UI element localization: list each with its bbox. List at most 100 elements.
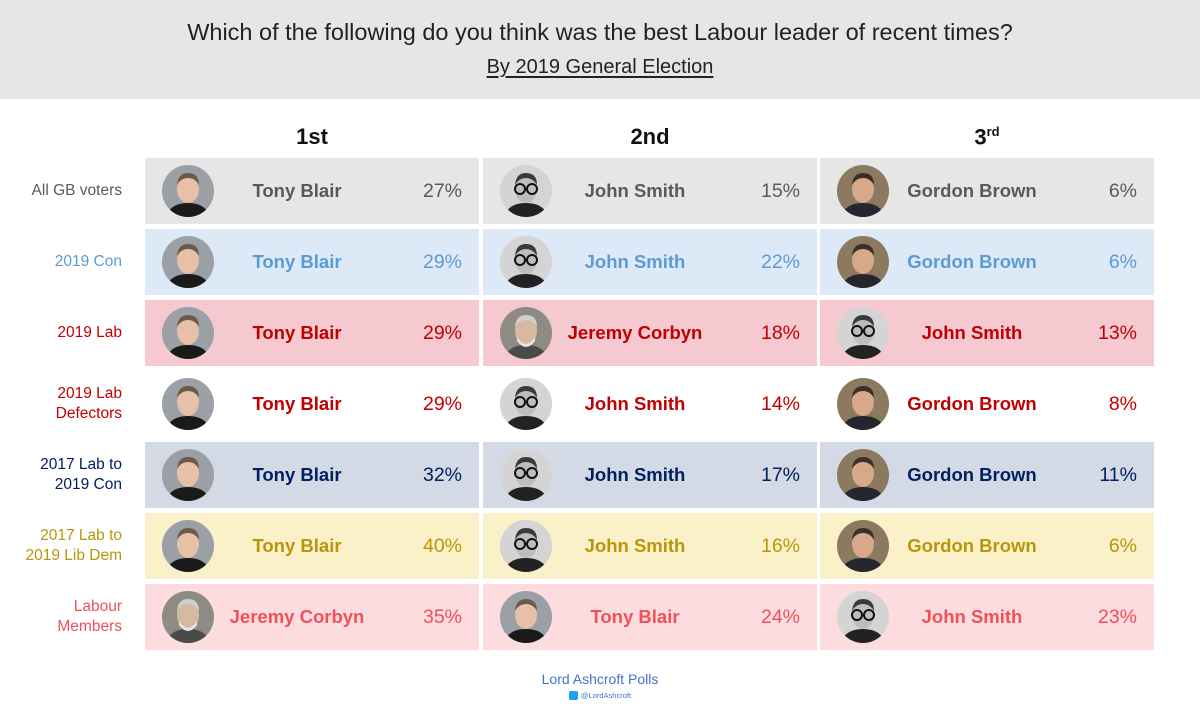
table-cell: John Smith 13% <box>820 300 1154 366</box>
table-cell: John Smith 22% <box>483 229 817 295</box>
john-smith-photo-icon <box>837 307 889 359</box>
john-smith-photo-icon <box>837 591 889 643</box>
row-label: 2019 Con <box>10 229 122 295</box>
gordon-brown-photo-icon <box>837 236 889 288</box>
gordon-brown-photo-icon <box>837 449 889 501</box>
table-cell: Gordon Brown 6% <box>820 229 1154 295</box>
row-label: 2017 Lab to 2019 Con <box>10 442 122 508</box>
table-cell: Jeremy Corbyn 18% <box>483 300 817 366</box>
tony-blair-photo-icon <box>500 591 552 643</box>
percentage-value: 22% <box>760 251 800 273</box>
table-cell: Tony Blair 24% <box>483 584 817 650</box>
leader-name: Tony Blair <box>252 464 342 485</box>
column-header-suffix: rd <box>986 124 1000 139</box>
table-cell: Gordon Brown 6% <box>820 513 1154 579</box>
table-cell: John Smith 15% <box>483 158 817 224</box>
row-label-text: 2019 Con <box>54 253 122 270</box>
leader-name: Gordon Brown <box>907 535 1037 556</box>
table-cell: John Smith 14% <box>483 371 817 437</box>
leader-name: Gordon Brown <box>907 180 1037 201</box>
percentage-value: 40% <box>422 535 462 557</box>
leader-name: Gordon Brown <box>907 251 1037 272</box>
john-smith-photo-icon <box>500 165 552 217</box>
row-label-text: Labour Members <box>57 598 122 635</box>
percentage-value: 29% <box>422 251 462 273</box>
row-label-text: 2019 Lab Defectors <box>55 385 122 422</box>
column-header-1: 1st <box>145 124 479 150</box>
percentage-value: 32% <box>422 464 462 486</box>
tony-blair-photo-icon <box>162 236 214 288</box>
percentage-value: 16% <box>760 535 800 557</box>
column-header-label: 1st <box>296 124 328 149</box>
percentage-value: 6% <box>1108 251 1137 273</box>
jeremy-corbyn-photo-icon <box>500 307 552 359</box>
row-label-text: 2019 Lab <box>57 324 122 341</box>
column-header-3: 3rd <box>820 124 1154 150</box>
table-cell: Tony Blair 40% <box>145 513 479 579</box>
leader-name: Gordon Brown <box>907 464 1037 485</box>
tony-blair-photo-icon <box>162 165 214 217</box>
percentage-value: 15% <box>760 180 800 202</box>
chart-subtitle: By 2019 General Election <box>0 56 1200 79</box>
leader-name: Tony Blair <box>252 180 342 201</box>
twitter-icon <box>568 690 578 700</box>
leader-name: Jeremy Corbyn <box>229 606 365 627</box>
tony-blair-photo-icon <box>162 449 214 501</box>
percentage-value: 11% <box>1099 464 1137 486</box>
percentage-value: 17% <box>760 464 800 486</box>
tony-blair-photo-icon <box>162 520 214 572</box>
john-smith-photo-icon <box>500 520 552 572</box>
table-cell: John Smith 23% <box>820 584 1154 650</box>
chart-title: Which of the following do you think was … <box>187 19 1013 45</box>
leader-name: John Smith <box>584 180 686 201</box>
column-header-label: 2nd <box>630 124 670 149</box>
leader-name: Tony Blair <box>252 393 342 414</box>
table-cell: Tony Blair 32% <box>145 442 479 508</box>
john-smith-photo-icon <box>500 236 552 288</box>
percentage-value: 6% <box>1108 180 1137 202</box>
tony-blair-photo-icon <box>162 378 214 430</box>
table-cell: Gordon Brown 6% <box>820 158 1154 224</box>
table-cell: Gordon Brown 8% <box>820 371 1154 437</box>
leader-name: John Smith <box>584 464 686 485</box>
leader-name: John Smith <box>584 251 686 272</box>
column-header-2: 2nd <box>483 124 817 150</box>
row-label: Labour Members <box>10 584 122 650</box>
header-banner: Which of the following do you think was … <box>0 0 1200 99</box>
gordon-brown-photo-icon <box>837 165 889 217</box>
table-cell: Tony Blair 27% <box>145 158 479 224</box>
table-cell: Jeremy Corbyn 35% <box>145 584 479 650</box>
source-credit: Lord Ashcroft Polls <box>541 671 659 687</box>
percentage-value: 29% <box>422 393 462 415</box>
row-label: 2019 Lab Defectors <box>10 371 122 437</box>
percentage-value: 6% <box>1108 535 1137 557</box>
leader-name: Tony Blair <box>252 322 342 343</box>
percentage-value: 27% <box>422 180 462 202</box>
row-label-text: 2017 Lab to 2019 Lib Dem <box>25 527 122 564</box>
gordon-brown-photo-icon <box>837 378 889 430</box>
tony-blair-photo-icon <box>162 307 214 359</box>
column-header-label: 3 <box>974 124 987 150</box>
john-smith-photo-icon <box>500 378 552 430</box>
leader-name: John Smith <box>921 322 1023 343</box>
leader-name: Tony Blair <box>252 535 342 556</box>
table-cell: Tony Blair 29% <box>145 229 479 295</box>
john-smith-photo-icon <box>500 449 552 501</box>
percentage-value: 24% <box>760 606 800 628</box>
row-label: All GB voters <box>10 158 122 224</box>
chart-subtitle-text: By 2019 General Election <box>486 56 714 78</box>
percentage-value: 23% <box>1097 606 1137 628</box>
row-label-text: 2017 Lab to 2019 Con <box>40 456 122 493</box>
percentage-value: 14% <box>760 393 800 415</box>
table-cell: John Smith 16% <box>483 513 817 579</box>
row-label: 2019 Lab <box>10 300 122 366</box>
leader-name: Tony Blair <box>252 251 342 272</box>
percentage-value: 13% <box>1097 322 1137 344</box>
leader-name: John Smith <box>921 606 1023 627</box>
percentage-value: 35% <box>422 606 462 628</box>
gordon-brown-photo-icon <box>837 520 889 572</box>
twitter-handle-text: @LordAshcroft <box>580 691 632 700</box>
row-label: 2017 Lab to 2019 Lib Dem <box>10 513 122 579</box>
table-cell: Gordon Brown 11% <box>820 442 1154 508</box>
leader-name: Jeremy Corbyn <box>567 322 703 343</box>
